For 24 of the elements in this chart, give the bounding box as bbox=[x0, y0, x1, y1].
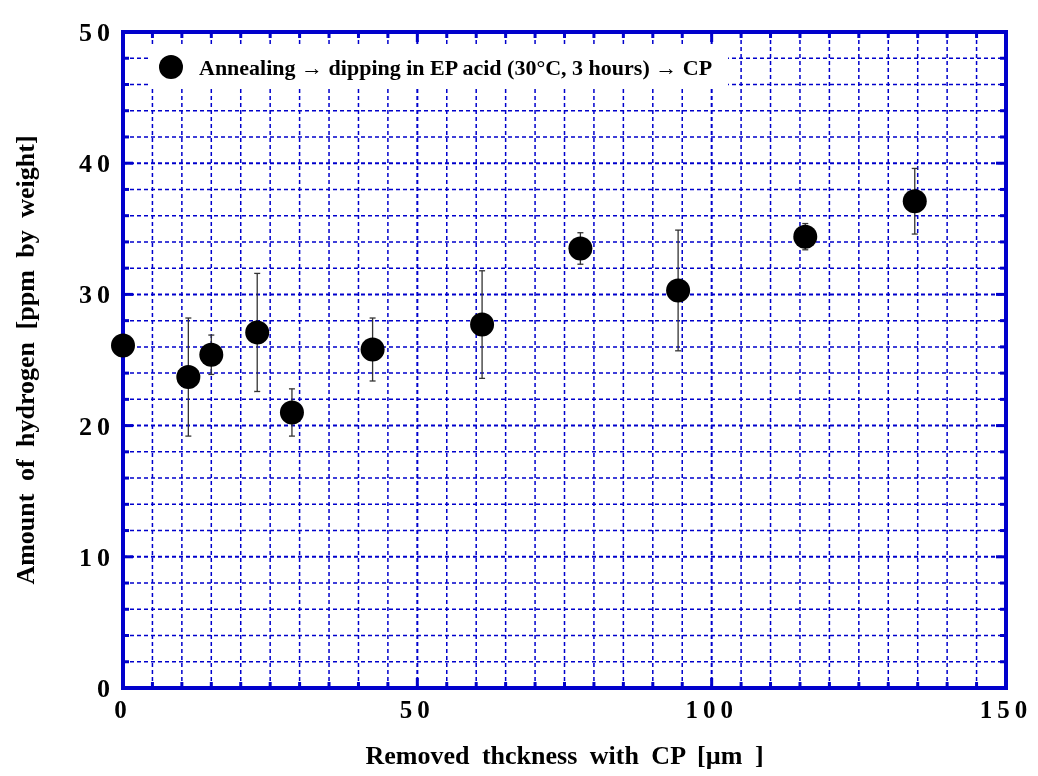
x-axis-title: Removed thckness with CP [µm ] bbox=[365, 741, 764, 770]
y-tick-label: 0 bbox=[97, 674, 115, 703]
x-tick-label: 100 bbox=[685, 696, 738, 723]
y-tick-label: 50 bbox=[79, 18, 115, 47]
legend-label: Annealing → dipping in EP acid (30°C, 3 hours) → CP bbox=[199, 55, 713, 80]
point bbox=[902, 189, 927, 214]
y-tick-label: 30 bbox=[79, 280, 115, 310]
point bbox=[111, 333, 135, 358]
point bbox=[279, 400, 304, 425]
point bbox=[568, 236, 593, 261]
x-tick-label: 150 bbox=[979, 696, 1033, 723]
point bbox=[245, 320, 270, 345]
point bbox=[199, 342, 224, 367]
x-tick-label: 0 bbox=[114, 696, 132, 723]
point bbox=[470, 312, 495, 337]
point bbox=[666, 278, 691, 303]
point bbox=[360, 337, 385, 362]
y-tick-label: 10 bbox=[79, 542, 115, 572]
y-axis-title: Amount of hydrogen [ppm by weight] bbox=[11, 135, 40, 585]
y-tick-label: 20 bbox=[79, 411, 115, 441]
y-tick-label: 40 bbox=[79, 149, 115, 179]
x-tick-label: 50 bbox=[399, 696, 435, 723]
point bbox=[176, 365, 201, 390]
point bbox=[793, 224, 818, 249]
